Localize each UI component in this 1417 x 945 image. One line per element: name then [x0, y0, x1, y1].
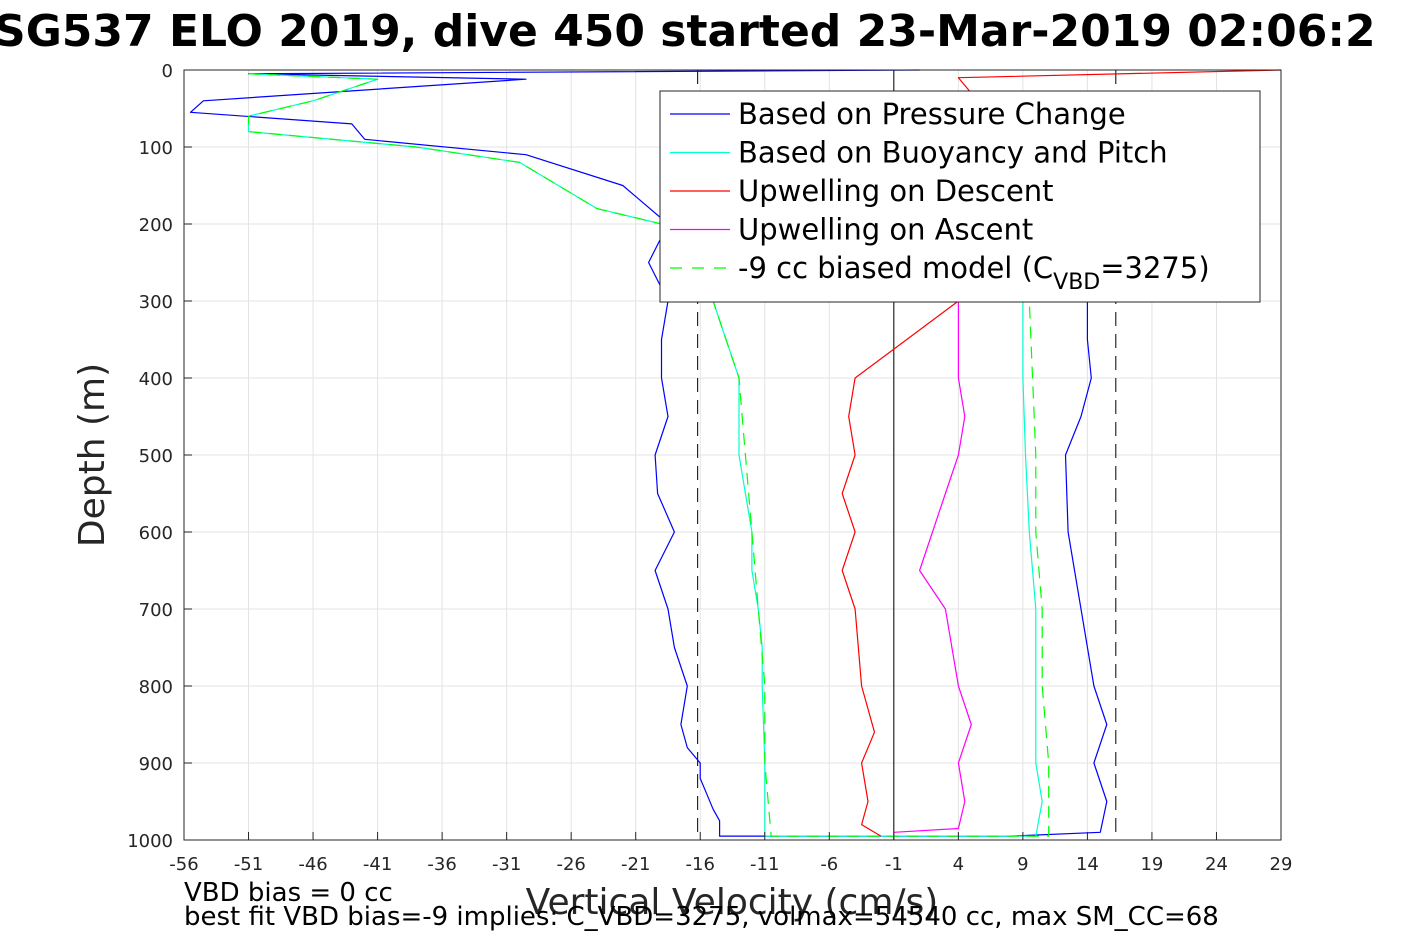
x-tick-label: 4	[953, 854, 964, 875]
y-tick-label: 300	[139, 292, 173, 313]
x-tick-label: -26	[556, 854, 585, 875]
series-line-0	[189, 69, 1108, 837]
y-tick-label: 500	[139, 446, 173, 467]
y-tick-label: 0	[162, 61, 173, 82]
x-tick-label: -1	[885, 854, 903, 875]
y-axis-label: Depth (m)	[72, 363, 113, 547]
legend: Based on Pressure Change Based on Buoyanc…	[659, 90, 1261, 303]
legend-label-4: -9 cc biased model (CVBD=3275)	[738, 251, 1210, 295]
x-tick-label: 29	[1270, 854, 1293, 875]
x-tick-label: -11	[750, 854, 779, 875]
series-line-4	[247, 73, 1050, 837]
x-tick-label: 24	[1205, 854, 1228, 875]
y-tick-label: 800	[139, 677, 173, 698]
x-tick-label: 14	[1076, 854, 1099, 875]
legend-box	[659, 90, 1261, 303]
y-tick-label: 200	[139, 215, 173, 236]
vbd-bias-note: VBD bias = 0 cc	[184, 878, 393, 908]
legend-label-0: Based on Pressure Change	[738, 97, 1126, 131]
chart-title: SG537 ELO 2019, dive 450 started 23-Mar-…	[0, 6, 1376, 57]
best-fit-note: best fit VBD bias=-9 implies: C_VBD=3275…	[184, 902, 1219, 932]
x-tick-label: -46	[298, 854, 327, 875]
y-tick-label: 400	[139, 369, 173, 390]
y-tick-label: 700	[139, 600, 173, 621]
x-tick-label: -36	[427, 854, 456, 875]
y-tick-label: 600	[139, 523, 173, 544]
legend-label-3: Upwelling on Ascent	[738, 213, 1033, 247]
legend-label-2: Upwelling on Descent	[738, 174, 1054, 208]
y-tick-label: 100	[139, 138, 173, 159]
x-tick-label: 9	[1017, 854, 1028, 875]
x-tick-label: -51	[234, 854, 263, 875]
series-line-1	[247, 73, 1043, 837]
x-axis-ticks: -56 -51 -46 -41 -36 -31 -26 -21 -16 -11 -6 -1 4 9 14 19…	[169, 832, 1292, 875]
legend-label-1: Based on Buoyancy and Pitch	[738, 136, 1168, 170]
x-tick-label: -56	[169, 854, 198, 875]
x-tick-label: -21	[621, 854, 650, 875]
x-tick-label: -16	[686, 854, 715, 875]
y-axis-ticks: 0 100 200 300 400 500 600 700 800 900 1000	[127, 61, 192, 852]
x-tick-label: -31	[492, 854, 521, 875]
x-axis-label: Vertical Velocity (cm/s)	[526, 882, 939, 923]
x-tick-label: 19	[1140, 854, 1163, 875]
x-tick-label: -6	[820, 854, 838, 875]
y-tick-label: 900	[139, 754, 173, 775]
x-tick-label: -41	[363, 854, 392, 875]
y-tick-label: 1000	[127, 831, 173, 852]
